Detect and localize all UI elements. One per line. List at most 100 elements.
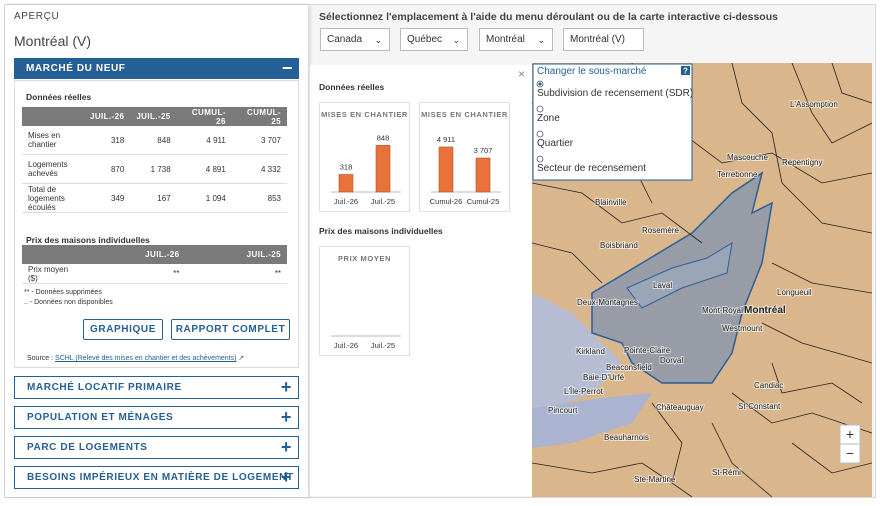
section-title: BESOINS IMPÉRIEUX EN MATIÈRE DE LOGEMENT bbox=[27, 472, 294, 483]
note: .. - Données non disponibles bbox=[24, 299, 113, 306]
section-header[interactable]: MARCHÉ LOCATIF PRIMAIRE + bbox=[14, 376, 299, 399]
cell: ** bbox=[84, 264, 186, 284]
chart-button[interactable]: GRAPHIQUE bbox=[83, 319, 163, 340]
close-button[interactable]: × bbox=[518, 67, 526, 81]
x-tick-label: Juil.-25 bbox=[371, 341, 395, 350]
section-header[interactable]: MARCHÉ DU NEUF − bbox=[14, 58, 299, 79]
chart: MISES EN CHANTIER Cumul-26 4 911 Cumul-25 3 … bbox=[421, 110, 508, 206]
chart-title: PRIX MOYEN bbox=[338, 254, 391, 263]
cell: 167 bbox=[130, 183, 177, 213]
cell: Total de logements écoulés bbox=[22, 183, 84, 213]
header-row: JUIL.-26 JUIL.-25 bbox=[22, 245, 287, 264]
x-tick-label: Juil.-26 bbox=[334, 341, 358, 350]
map[interactable]: L'Assomption Mascouche Repentigny Terrebonn… bbox=[532, 63, 872, 497]
section-header[interactable]: PARC DE LOGEMENTS + bbox=[14, 436, 299, 459]
cell: Prix moyen ($) bbox=[22, 264, 84, 284]
heading: Prix des maisons individuelles bbox=[319, 226, 443, 236]
cell: 1 738 bbox=[130, 154, 177, 184]
expand-icon: + bbox=[280, 467, 292, 487]
place-label: Pincourt bbox=[548, 406, 578, 415]
place-label: Boisbriand bbox=[600, 241, 638, 250]
radio[interactable] bbox=[536, 105, 544, 113]
cell: 1 094 bbox=[176, 183, 232, 213]
help-icon[interactable] bbox=[681, 66, 690, 75]
value-label: 848 bbox=[377, 133, 390, 142]
dropdown-value: Québec bbox=[407, 34, 443, 45]
cell: Mises en chantier bbox=[22, 126, 84, 155]
place-label: Deux-Montagnes bbox=[577, 298, 638, 307]
subtitle: Données réelles bbox=[26, 92, 92, 102]
place-label: St-Constant bbox=[738, 402, 781, 411]
cell: ** bbox=[185, 264, 287, 284]
place-label: Terrebonne bbox=[717, 170, 758, 179]
value-label: 3 707 bbox=[474, 146, 493, 155]
x-tick-label: Cumul-25 bbox=[467, 197, 500, 206]
cell: 4 332 bbox=[231, 154, 287, 184]
place-label: Baie-D'Urfé bbox=[583, 373, 625, 382]
option-label: Quartier bbox=[537, 138, 574, 149]
source: Source : SCHL (Relevé des mises en chant… bbox=[27, 354, 244, 362]
place-label: Kirkland bbox=[576, 347, 605, 356]
chart: PRIX MOYEN Juil.-26 Juil.-25 bbox=[331, 254, 401, 350]
header-cell: JUIL.-26 bbox=[84, 245, 186, 264]
place-label: Repentigny bbox=[782, 158, 822, 167]
expand-icon: + bbox=[280, 377, 292, 397]
row: Logements achevés 870 1 738 4 891 4 332 bbox=[22, 154, 287, 184]
place-label: L'Assomption bbox=[790, 100, 838, 109]
chart-title: MISES EN CHANTIER bbox=[321, 110, 408, 119]
chart-title: MISES EN CHANTIER bbox=[421, 110, 508, 119]
cell: 870 bbox=[84, 154, 131, 184]
bar bbox=[375, 145, 391, 193]
radio[interactable] bbox=[536, 130, 544, 138]
chevron: ⌄ bbox=[537, 35, 545, 45]
place-label: L'Île-Perrot bbox=[564, 387, 604, 396]
dropdown[interactable]: Montréal (V) bbox=[563, 28, 644, 51]
header-row: JUIL.-26 JUIL.-25 CUMUL-26 CUMUL-25 bbox=[22, 107, 287, 126]
place-label: St-Rémi bbox=[712, 468, 741, 477]
header-cell: CUMUL-25 bbox=[231, 107, 287, 126]
section-title: MARCHÉ LOCATIF PRIMAIRE bbox=[27, 382, 182, 393]
heading: Données réelles bbox=[319, 82, 385, 92]
section-header[interactable]: BESOINS IMPÉRIEUX EN MATIÈRE DE LOGEMENT… bbox=[14, 466, 299, 489]
price-title: Prix des maisons individuelles bbox=[26, 235, 150, 245]
laval[interactable] bbox=[626, 242, 733, 309]
zoom-out-label: − bbox=[846, 445, 854, 461]
dropdown[interactable]: Montréal ⌄ bbox=[479, 28, 553, 51]
radio[interactable] bbox=[536, 155, 544, 163]
value-label: 318 bbox=[340, 163, 353, 172]
bar bbox=[475, 157, 491, 193]
external-icon: ↗ bbox=[238, 355, 245, 362]
dropdown-value: Montréal bbox=[486, 34, 525, 45]
x-tick-label: Cumul-26 bbox=[430, 197, 463, 206]
option-label: Zone bbox=[537, 113, 560, 124]
cell: 4 911 bbox=[176, 126, 232, 155]
location: Montréal (V) bbox=[14, 33, 92, 49]
x-tick-label: Juil.-26 bbox=[334, 197, 358, 206]
place-label: Blainville bbox=[595, 198, 627, 207]
place-label: Laval bbox=[653, 281, 672, 290]
place-label: Candiac bbox=[754, 381, 783, 390]
place-label: Pointe-Claire bbox=[624, 346, 671, 355]
header-cell bbox=[22, 107, 84, 126]
header-cell: JUIL.-25 bbox=[185, 245, 287, 264]
chart-card: MISES EN CHANTIER Cumul-26 4 911 Cumul-25 3 … bbox=[419, 102, 510, 212]
expand-icon: + bbox=[280, 407, 292, 427]
row: Mises en chantier 318 848 4 911 3 707 bbox=[22, 126, 287, 155]
option-label: Subdivision de recensement (SDR) bbox=[537, 88, 693, 99]
help-text: ? bbox=[683, 67, 688, 76]
report-button[interactable]: RAPPORT COMPLET bbox=[171, 319, 290, 340]
place-label: Westmount bbox=[722, 324, 763, 333]
chevron: ⌄ bbox=[374, 35, 382, 45]
dropdown[interactable]: Canada ⌄ bbox=[320, 28, 390, 51]
zoom-out[interactable] bbox=[839, 443, 861, 464]
value-label: 4 911 bbox=[437, 135, 455, 144]
source-link[interactable]: SCHL (Relevé des mises en chantier et de… bbox=[55, 355, 237, 362]
section-body: Données réelles JUIL.-26 JUIL.-25 CUMUL-26… bbox=[14, 80, 299, 368]
section-header[interactable]: POPULATION ET MÉNAGES + bbox=[14, 406, 299, 429]
bar bbox=[438, 146, 454, 193]
dropdown[interactable]: Québec ⌄ bbox=[400, 28, 468, 51]
x-tick-label: Juil.-25 bbox=[371, 197, 395, 206]
place-label: Rosemère bbox=[642, 226, 679, 235]
table: JUIL.-26 JUIL.-25 CUMUL-26 CUMUL-25 Mises en… bbox=[22, 107, 287, 213]
collapse-icon[interactable]: − bbox=[281, 58, 293, 78]
